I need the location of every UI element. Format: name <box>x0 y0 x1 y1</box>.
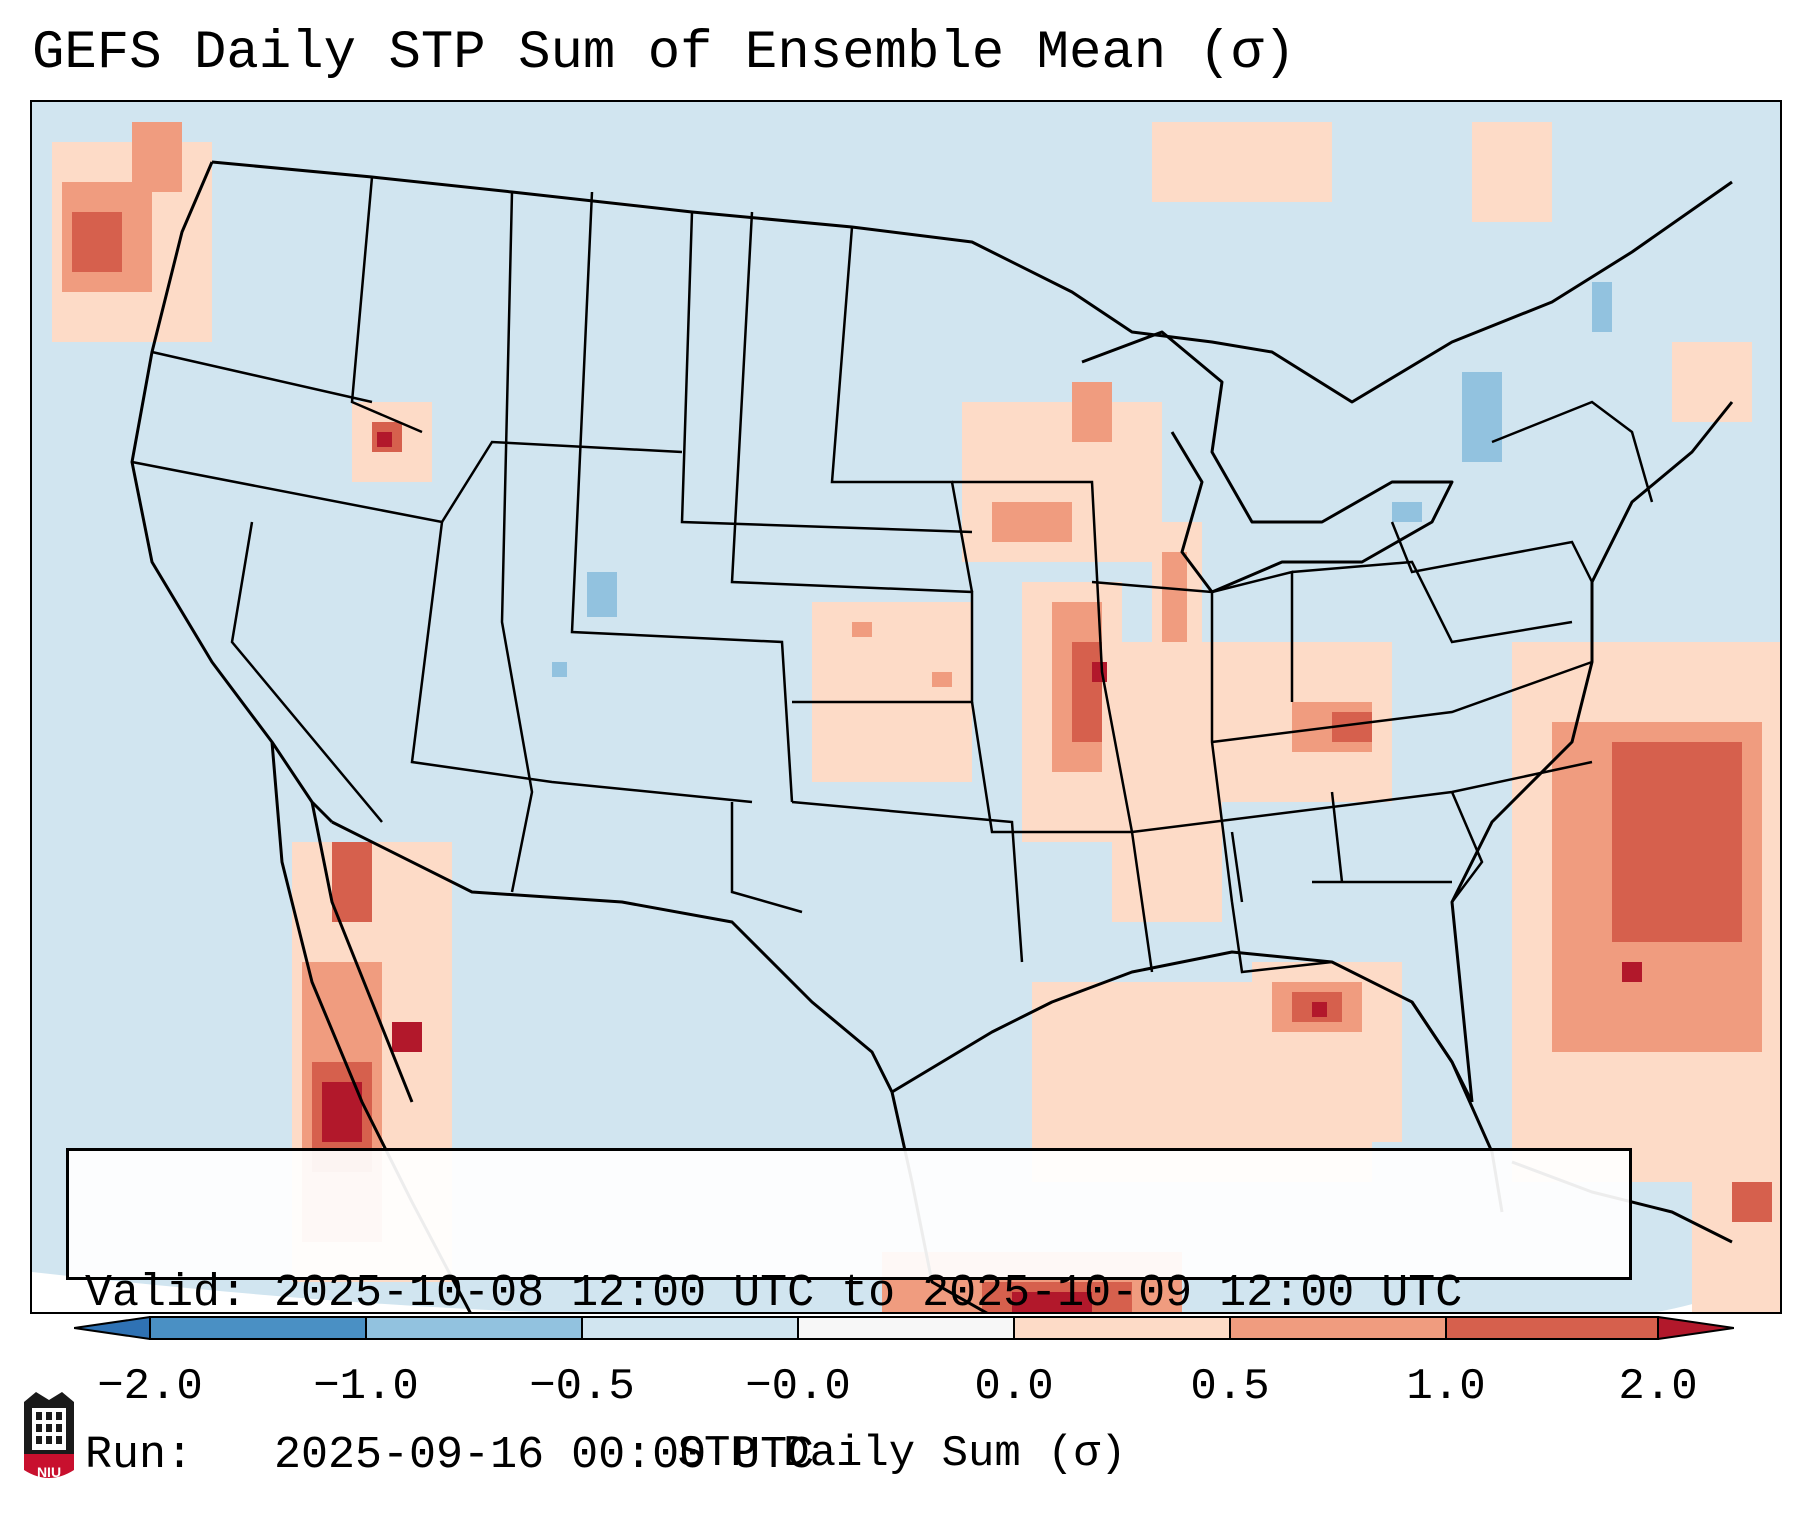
outside-domain-region <box>32 1272 532 1312</box>
colorbar-tick-label: 1.0 <box>1406 1362 1486 1412</box>
stp-cell <box>1312 1002 1327 1017</box>
colorbar-tick-label: −2.0 <box>97 1362 203 1412</box>
us-mexico-border <box>331 820 894 1093</box>
stp-cell <box>552 662 567 677</box>
state-line <box>131 440 683 524</box>
state-line <box>791 800 1024 963</box>
state-boundaries <box>131 176 1654 974</box>
political-boundaries <box>130 160 1734 1312</box>
stp-cell <box>1012 1292 1092 1312</box>
state-line <box>680 211 973 534</box>
valid-run-info-box: Valid: 2025-10-08 12:00 UTC to 2025-10-0… <box>66 1148 1632 1481</box>
state-line <box>1491 400 1654 503</box>
map-svg <box>32 102 1780 1312</box>
colorbar-bin <box>1014 1317 1230 1339</box>
state-line <box>1450 791 1484 903</box>
stp-cell <box>932 672 952 687</box>
colorbar-bin <box>1446 1317 1658 1339</box>
stp-cell <box>1672 342 1752 422</box>
state-line <box>730 802 803 914</box>
colorbar-tick-label: 0.5 <box>1190 1362 1270 1412</box>
stp-cell <box>1462 372 1502 462</box>
stp-cell <box>1622 962 1642 982</box>
colorbar-tick-label: −0.0 <box>745 1362 851 1412</box>
colorbar-tick-label: 2.0 <box>1618 1362 1698 1412</box>
baja-coast <box>310 801 414 1103</box>
state-line <box>500 191 534 893</box>
state-line <box>230 521 383 823</box>
stp-cell <box>1152 122 1332 202</box>
colorbar-label: STP Daily Sum (σ) <box>677 1429 1127 1479</box>
state-line <box>1230 901 1333 974</box>
us-west-coast <box>130 161 334 824</box>
colorbar-bin <box>366 1317 582 1339</box>
colorbar-tick-label: 0.0 <box>974 1362 1054 1412</box>
state-line <box>1291 560 1573 644</box>
state-line <box>952 480 1134 833</box>
run-time-text: Run: 2025-09-16 00:00 UTC <box>85 1430 815 1481</box>
state-line <box>350 176 423 434</box>
chart-title: GEFS Daily STP Sum of Ensemble Mean (σ) <box>32 23 1296 84</box>
stp-cell <box>377 432 392 447</box>
state-line <box>1330 791 1344 883</box>
stp-cell <box>1612 742 1742 942</box>
stp-cell <box>587 572 617 617</box>
state-line <box>1211 660 1593 744</box>
stp-cell <box>1732 1182 1772 1222</box>
us-canada-border <box>211 160 1733 404</box>
niu-logo: NIU <box>20 1390 78 1486</box>
state-line <box>570 191 794 803</box>
stp-cell <box>1072 382 1112 442</box>
east-coast <box>1450 401 1734 1103</box>
stp-cell <box>322 1082 362 1142</box>
niu-logo-text: NIU <box>36 1464 62 1480</box>
state-line <box>830 226 974 593</box>
stp-cell <box>1392 502 1422 522</box>
stp-cell <box>1592 282 1612 332</box>
stp-cell <box>1092 662 1107 682</box>
stp-cell <box>132 122 182 192</box>
state-line <box>151 350 373 404</box>
great-lakes <box>1081 330 1454 594</box>
map-panel <box>30 100 1782 1314</box>
state-line <box>410 521 753 804</box>
stp-cell <box>392 1022 422 1052</box>
colorbar-tick-label: −0.5 <box>529 1362 635 1412</box>
stp-cell <box>992 502 1072 542</box>
state-line <box>1390 521 1594 583</box>
valid-time-text: Valid: 2025-10-08 12:00 UTC to 2025-10-0… <box>85 1268 1463 1319</box>
state-line <box>1230 831 1244 903</box>
stp-cell <box>72 212 122 272</box>
colorbar-tick-label: −1.0 <box>313 1362 419 1412</box>
stp-cell <box>332 842 372 922</box>
colorbar-ticks <box>149 1317 1659 1339</box>
stp-cell <box>1472 122 1552 222</box>
colorbar-bin <box>150 1317 366 1339</box>
colorbar-extend-high <box>1657 1316 1734 1340</box>
stp-cell <box>812 602 972 782</box>
stp-cell <box>852 622 872 637</box>
colorbar <box>74 1316 1734 1340</box>
state-line <box>970 701 1154 973</box>
colorbar-extend-low <box>74 1316 151 1340</box>
colorbar-bin <box>582 1317 798 1339</box>
stp-cell <box>1072 642 1102 742</box>
colorbar-bin <box>798 1317 1014 1339</box>
niu-logo-graphic <box>24 1392 74 1478</box>
colorbar-bin <box>1230 1317 1446 1339</box>
